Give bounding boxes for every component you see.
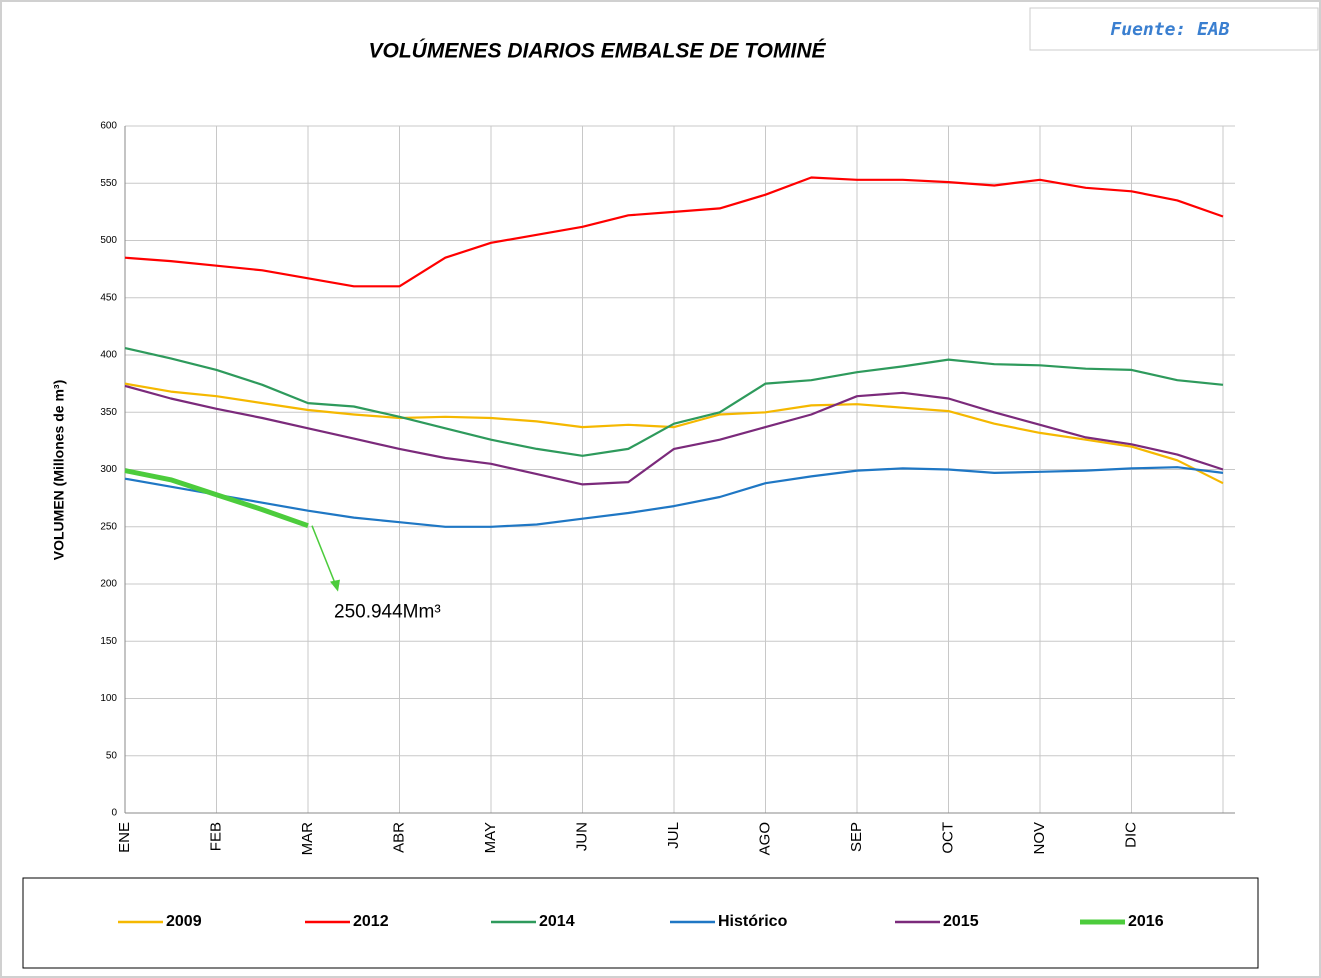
y-tick-label: 550 <box>100 178 117 189</box>
x-tick-label: JUL <box>665 822 682 849</box>
legend-label: 2016 <box>1128 913 1164 930</box>
y-tick-label: 100 <box>100 693 117 704</box>
legend-label: 2014 <box>539 913 575 930</box>
source-box <box>1029 7 1319 51</box>
legend-label: 2009 <box>166 913 202 930</box>
y-tick-label: 450 <box>100 292 117 303</box>
x-tick-label: OCT <box>939 822 956 854</box>
y-tick-label: 150 <box>100 636 117 647</box>
x-tick-label: DIC <box>1122 822 1139 848</box>
legend-label: Histórico <box>718 913 788 930</box>
data-label: 250.944Mm³ <box>334 602 441 623</box>
series-line <box>124 347 1224 457</box>
x-tick-label: MAY <box>482 822 499 853</box>
y-tick-label: 50 <box>106 750 118 761</box>
x-tick-label: NOV <box>1031 822 1048 855</box>
x-tick-label: SEP <box>848 822 865 852</box>
x-tick-label: JUN <box>573 822 590 851</box>
annotation-arrow <box>311 525 337 586</box>
series-line <box>124 466 1224 528</box>
x-tick-label: FEB <box>207 822 224 851</box>
legend-label: 2012 <box>353 913 389 930</box>
source: Fuente: EAB <box>1110 19 1229 40</box>
series-line <box>124 382 1224 485</box>
y-axis-label: VOLUMEN (Millones de m³) <box>51 380 67 560</box>
y-tick-label: 200 <box>100 579 117 590</box>
legend-label: 2015 <box>943 913 979 930</box>
annotation-arrowhead <box>330 579 340 592</box>
y-tick-label: 400 <box>100 350 117 361</box>
y-tick-label: 250 <box>100 521 117 532</box>
x-tick-label: ENE <box>116 822 133 853</box>
series-line <box>124 384 1224 486</box>
x-tick-label: MAR <box>299 822 316 856</box>
y-tick-label: 300 <box>100 464 117 475</box>
y-tick-label: 350 <box>100 407 117 418</box>
series-line <box>124 468 309 529</box>
x-tick-label: AGO <box>756 822 773 855</box>
y-tick-label: 600 <box>100 121 117 132</box>
x-tick-label: ABR <box>390 822 407 853</box>
y-tick-label: 500 <box>100 235 117 246</box>
legend-box <box>22 877 1259 969</box>
chart-title: VOLÚMENES DIARIOS EMBALSE DE TOMINÉ <box>369 39 827 63</box>
series-line <box>124 176 1224 288</box>
y-tick-label: 0 <box>111 808 117 819</box>
